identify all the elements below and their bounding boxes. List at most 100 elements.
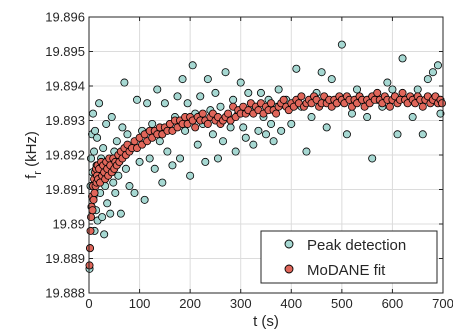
modane-fit-point	[267, 99, 276, 108]
modane-fit-point	[224, 109, 233, 118]
peak-detection-point	[347, 109, 356, 118]
y-axis-label-subscript: r	[32, 171, 44, 175]
x-tick-labels: 0 100 200 300 400 500 600 700	[85, 296, 453, 311]
peak-detection-point	[337, 40, 346, 49]
modane-fit-point	[203, 119, 212, 128]
peak-detection-point	[327, 75, 336, 84]
peak-detection-point	[118, 123, 127, 132]
x-tick-label: 600	[382, 296, 404, 311]
y-tick-label: 19.894	[45, 79, 85, 94]
peak-detection-point	[135, 157, 144, 166]
peak-detection-point	[322, 123, 331, 132]
peak-detection-point	[241, 133, 250, 142]
peak-detection-point	[216, 102, 225, 111]
peak-detection-point	[188, 61, 197, 70]
peak-detection-point	[140, 195, 149, 204]
y-tick-label: 19.89	[52, 217, 85, 232]
x-tick-label: 700	[432, 296, 453, 311]
peak-detection-point	[130, 188, 139, 197]
y-tick-label: 19.888	[45, 286, 85, 301]
y-axis-label-symbol: f	[23, 174, 40, 179]
peak-detection-point	[213, 154, 222, 163]
y-axis-label: fr (kHz)	[23, 131, 44, 179]
peak-detection-point	[317, 68, 326, 77]
peak-detection-point	[90, 147, 99, 156]
modane-fit-point	[86, 244, 95, 253]
peak-detection-point	[111, 188, 120, 197]
peak-detection-point	[155, 137, 164, 146]
peak-detection-point	[229, 95, 238, 104]
peak-detection-point	[221, 68, 230, 77]
legend: Peak detection MoDANE fit	[260, 230, 438, 284]
series-modane-fit	[85, 88, 446, 270]
peak-detection-point	[239, 123, 248, 132]
modane-fit-point	[297, 92, 306, 101]
peak-detection-point	[277, 126, 286, 135]
peak-detection-point	[181, 126, 190, 135]
modane-fit-point	[88, 206, 97, 215]
peak-detection-point	[98, 213, 107, 222]
x-axis-label: t (s)	[253, 313, 279, 330]
peak-detection-point	[99, 144, 108, 153]
peak-detection-point	[193, 140, 202, 149]
peak-detection-point	[302, 147, 311, 156]
modane-fit-point	[398, 88, 407, 97]
modane-fit-point	[85, 261, 94, 270]
legend-marker-modane-fit	[284, 264, 294, 274]
peak-detection-point	[150, 164, 159, 173]
peak-detection-point	[208, 130, 217, 139]
peak-detection-point	[183, 99, 192, 108]
peak-detection-point	[100, 230, 109, 239]
peak-detection-point	[153, 85, 162, 94]
modane-fit-point	[198, 109, 207, 118]
peak-detection-point	[274, 85, 283, 94]
peak-detection-point	[102, 119, 111, 128]
peak-detection-point	[269, 137, 278, 146]
peak-detection-point	[408, 113, 417, 122]
peak-detection-point	[163, 147, 172, 156]
modane-fit-point	[86, 226, 95, 235]
peak-detection-point	[261, 130, 270, 139]
peak-detection-point	[89, 109, 98, 118]
data-series	[85, 40, 446, 273]
y-axis-label-unit: (kHz)	[23, 131, 40, 171]
peak-detection-point	[143, 99, 152, 108]
peak-detection-point	[236, 78, 245, 87]
peak-detection-point	[388, 85, 397, 94]
peak-detection-point	[173, 92, 182, 101]
peak-detection-point	[133, 95, 142, 104]
modane-fit-point	[90, 188, 99, 197]
peak-detection-point	[109, 178, 118, 187]
peak-detection-point	[393, 130, 402, 139]
peak-detection-point	[120, 78, 129, 87]
peak-detection-point	[219, 137, 228, 146]
peak-detection-point	[95, 99, 104, 108]
peak-detection-point	[244, 88, 253, 97]
y-tick-label: 19.893	[45, 113, 85, 128]
peak-detection-point	[363, 113, 372, 122]
x-tick-label: 100	[129, 296, 151, 311]
peak-detection-point	[106, 209, 115, 218]
peak-detection-point	[196, 92, 205, 101]
legend-marker-peak-detection	[284, 239, 294, 249]
peak-detection-point	[256, 88, 265, 97]
x-tick-label: 0	[85, 296, 92, 311]
x-tick-label: 500	[331, 296, 353, 311]
svg-text:fr (kHz): fr (kHz)	[23, 131, 44, 179]
peak-detection-point	[121, 164, 130, 173]
peak-detection-point	[186, 171, 195, 180]
peak-detection-point	[168, 161, 177, 170]
peak-detection-point	[383, 78, 392, 87]
peak-detection-point	[249, 140, 258, 149]
axis-ticks	[88, 16, 444, 294]
y-tick-label: 19.889	[45, 251, 85, 266]
y-tick-label: 19.892	[45, 148, 85, 163]
peak-detection-point	[148, 119, 157, 128]
peak-detection-point	[158, 178, 167, 187]
peak-detection-point	[116, 209, 125, 218]
peak-detection-point	[145, 154, 154, 163]
peak-detection-point	[211, 88, 220, 97]
peak-detection-point	[103, 199, 112, 208]
peak-detection-point	[178, 75, 187, 84]
peak-detection-point	[123, 130, 132, 139]
